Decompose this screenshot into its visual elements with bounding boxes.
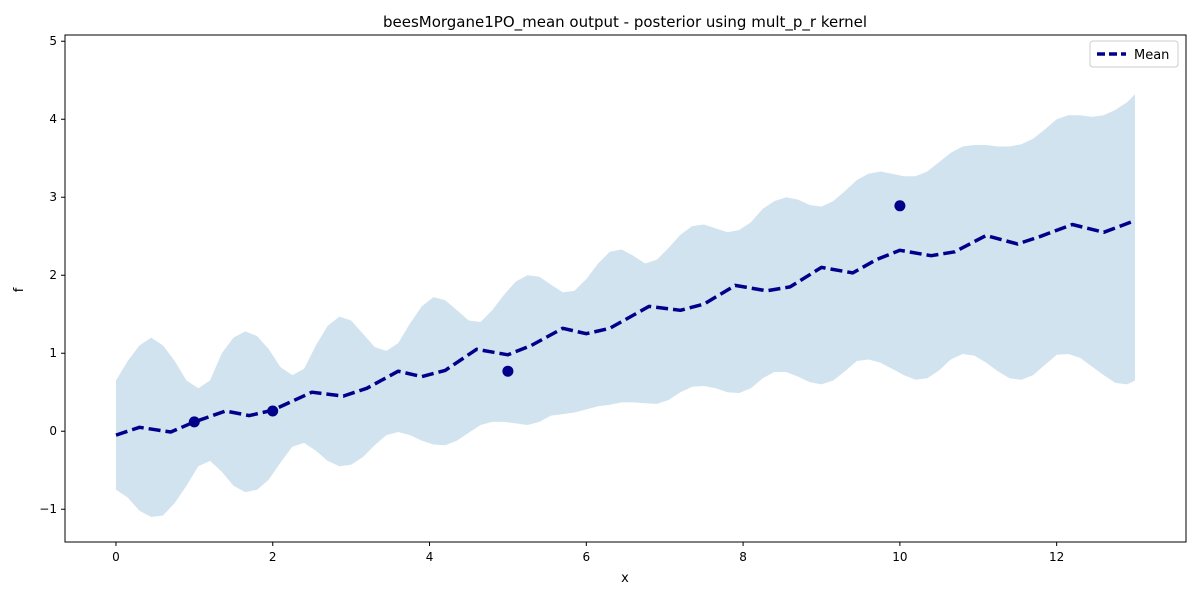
observation-point: [267, 405, 279, 417]
x-tick-label: 2: [269, 550, 277, 564]
confidence-band: [116, 94, 1135, 518]
y-tick-label: 0: [49, 424, 57, 438]
legend-box: [1089, 40, 1179, 68]
x-tick-label: 10: [892, 550, 907, 564]
legend-mean-label: Mean: [1134, 48, 1169, 63]
y-tick-label: 3: [49, 190, 57, 204]
chart-title: beesMorgane1PO_mean output - posterior u…: [383, 13, 867, 32]
x-tick-label: 0: [112, 550, 120, 564]
observation-point: [894, 200, 906, 212]
x-axis-label: x: [621, 571, 629, 586]
y-tick-label: 4: [49, 112, 57, 126]
series-mean-line: [115, 218, 1136, 437]
legend: Mean: [1089, 40, 1179, 68]
y-axis-label: f: [12, 287, 27, 292]
plot-area: [115, 94, 1136, 518]
x-tick-label: 4: [426, 550, 434, 564]
observation-point: [188, 416, 200, 428]
y-tick-label: 1: [49, 346, 57, 360]
x-tick-label: 12: [1049, 550, 1064, 564]
y-tick-label: 5: [49, 34, 57, 48]
x-tick-label: 6: [582, 550, 590, 564]
x-tick-label: 8: [739, 550, 747, 564]
y-tick-label: 2: [49, 268, 57, 282]
plot-frame: [64, 34, 1187, 543]
y-tick-label: −1: [39, 502, 57, 516]
observation-point: [502, 365, 514, 377]
